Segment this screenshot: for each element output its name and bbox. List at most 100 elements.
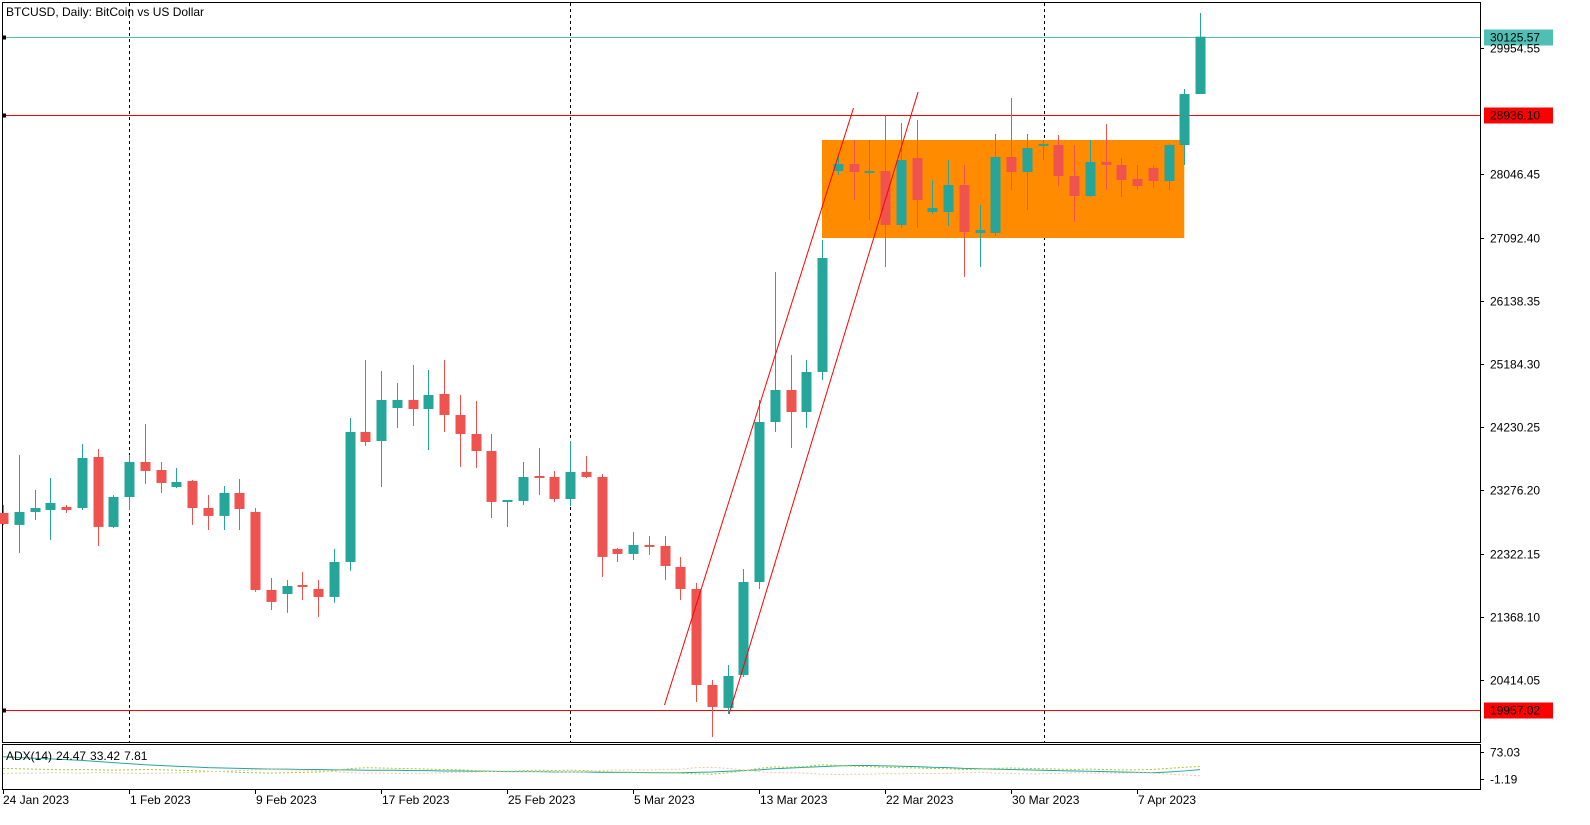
indicator-label-part: ADX(14): [6, 749, 52, 763]
candle-body: [534, 475, 545, 478]
candle-body: [486, 451, 497, 502]
price-line-handle: [2, 35, 6, 40]
price-label: 28936.10: [1490, 109, 1540, 123]
candle-body: [943, 185, 954, 212]
candle-body: [691, 588, 702, 685]
candle-body: [1116, 164, 1127, 181]
candle-body: [518, 476, 529, 501]
candle-body: [675, 566, 686, 589]
candle-body: [1101, 162, 1112, 165]
candle-body: [329, 561, 340, 597]
candle-body: [439, 393, 450, 415]
candle-body: [45, 502, 56, 510]
x-tick-label: 25 Feb 2023: [508, 793, 576, 807]
candle-body: [770, 389, 781, 422]
y-tick-label: 73.03: [1490, 746, 1520, 760]
y-tick-label: 21368.10: [1490, 611, 1540, 625]
candle-body: [250, 511, 261, 590]
main-pane: [2, 2, 1481, 743]
candle-body: [108, 496, 119, 527]
candle-body: [30, 507, 41, 512]
candle-body: [959, 185, 970, 232]
candle-body: [597, 476, 608, 557]
candle-body: [93, 456, 104, 527]
y-tick-label: 24230.25: [1490, 421, 1540, 435]
candle-body: [219, 492, 230, 516]
candle-body: [1022, 148, 1033, 173]
x-tick-label: 17 Feb 2023: [382, 793, 450, 807]
y-tick-label: 23276.20: [1490, 484, 1540, 498]
candle-body: [140, 461, 151, 471]
candle-body: [927, 207, 938, 212]
period-separators: [129, 3, 1045, 742]
candle-body: [1038, 143, 1049, 146]
candle-body: [975, 229, 986, 233]
y-tick-label: 26138.35: [1490, 295, 1540, 309]
y-tick-label: 22322.15: [1490, 548, 1540, 562]
candle-body: [1164, 144, 1175, 182]
candle-body: [360, 431, 371, 443]
candle-body: [187, 480, 198, 508]
candle-body: [1053, 144, 1064, 176]
candle-body: [628, 544, 639, 554]
price-label-bg: [1484, 702, 1553, 719]
candle-body: [723, 675, 734, 708]
candle-body: [849, 163, 860, 173]
candle-body: [738, 581, 749, 675]
candle-body: [817, 258, 828, 372]
x-tick-label: 30 Mar 2023: [1012, 793, 1080, 807]
indicator-line: [2, 756, 1201, 774]
candle-body: [786, 389, 797, 412]
price-label-bg: [1484, 29, 1553, 46]
x-tick-label: 9 Feb 2023: [256, 793, 317, 807]
candle-body: [1195, 36, 1206, 95]
indicator-line: [2, 766, 1201, 777]
y-tick-label: 25184.30: [1490, 358, 1540, 372]
y-tick-label: -1.19: [1490, 773, 1518, 787]
candle-body: [565, 471, 576, 499]
candle-body: [1085, 162, 1096, 196]
candle-body: [313, 588, 324, 597]
trend-line: [664, 107, 854, 706]
candle-body: [1069, 175, 1080, 196]
x-tick-label: 7 Apr 2023: [1138, 793, 1196, 807]
candle-body: [754, 421, 765, 582]
indicator-pane: [2, 744, 1481, 790]
x-tick-label: 22 Mar 2023: [886, 793, 954, 807]
candle-body: [1148, 167, 1159, 182]
candle-body: [376, 399, 387, 442]
candle-body: [660, 545, 671, 566]
indicator-label-part: 7.81: [124, 749, 148, 763]
candle-body: [644, 544, 655, 547]
y-tick-label: 29954.55: [1490, 42, 1540, 56]
candle-body: [833, 163, 844, 172]
candle-body: [896, 160, 907, 226]
candle-body: [234, 492, 245, 509]
chart-title: BTCUSD, Daily: BitCoin vs US Dollar: [6, 5, 204, 19]
price-label: 30125.57: [1490, 31, 1540, 45]
price-line-handle: [2, 113, 6, 118]
candle-body: [471, 433, 482, 452]
candle-body: [912, 158, 923, 200]
candle-body: [502, 499, 513, 502]
candle-body: [297, 584, 308, 587]
candle-body: [14, 511, 25, 525]
indicator-label-part: 33.42: [90, 749, 120, 763]
x-tick-label: 24 Jan 2023: [3, 793, 69, 807]
y-tick-label: 27092.40: [1490, 232, 1540, 246]
x-tick-label: 5 Mar 2023: [634, 793, 695, 807]
candle-body: [203, 507, 214, 516]
candle-body: [1132, 178, 1143, 186]
price-label: 19957.02: [1490, 704, 1540, 718]
price-label-bg: [1484, 107, 1553, 124]
candle-body: [1179, 94, 1190, 145]
candle-body: [864, 171, 875, 174]
candle-body: [345, 431, 356, 562]
candle-body: [61, 506, 72, 510]
x-tick-label: 13 Mar 2023: [760, 793, 828, 807]
candle-body: [612, 548, 623, 554]
candle-body: [1006, 156, 1017, 173]
candle-body: [266, 589, 277, 602]
candle-body: [801, 371, 812, 412]
